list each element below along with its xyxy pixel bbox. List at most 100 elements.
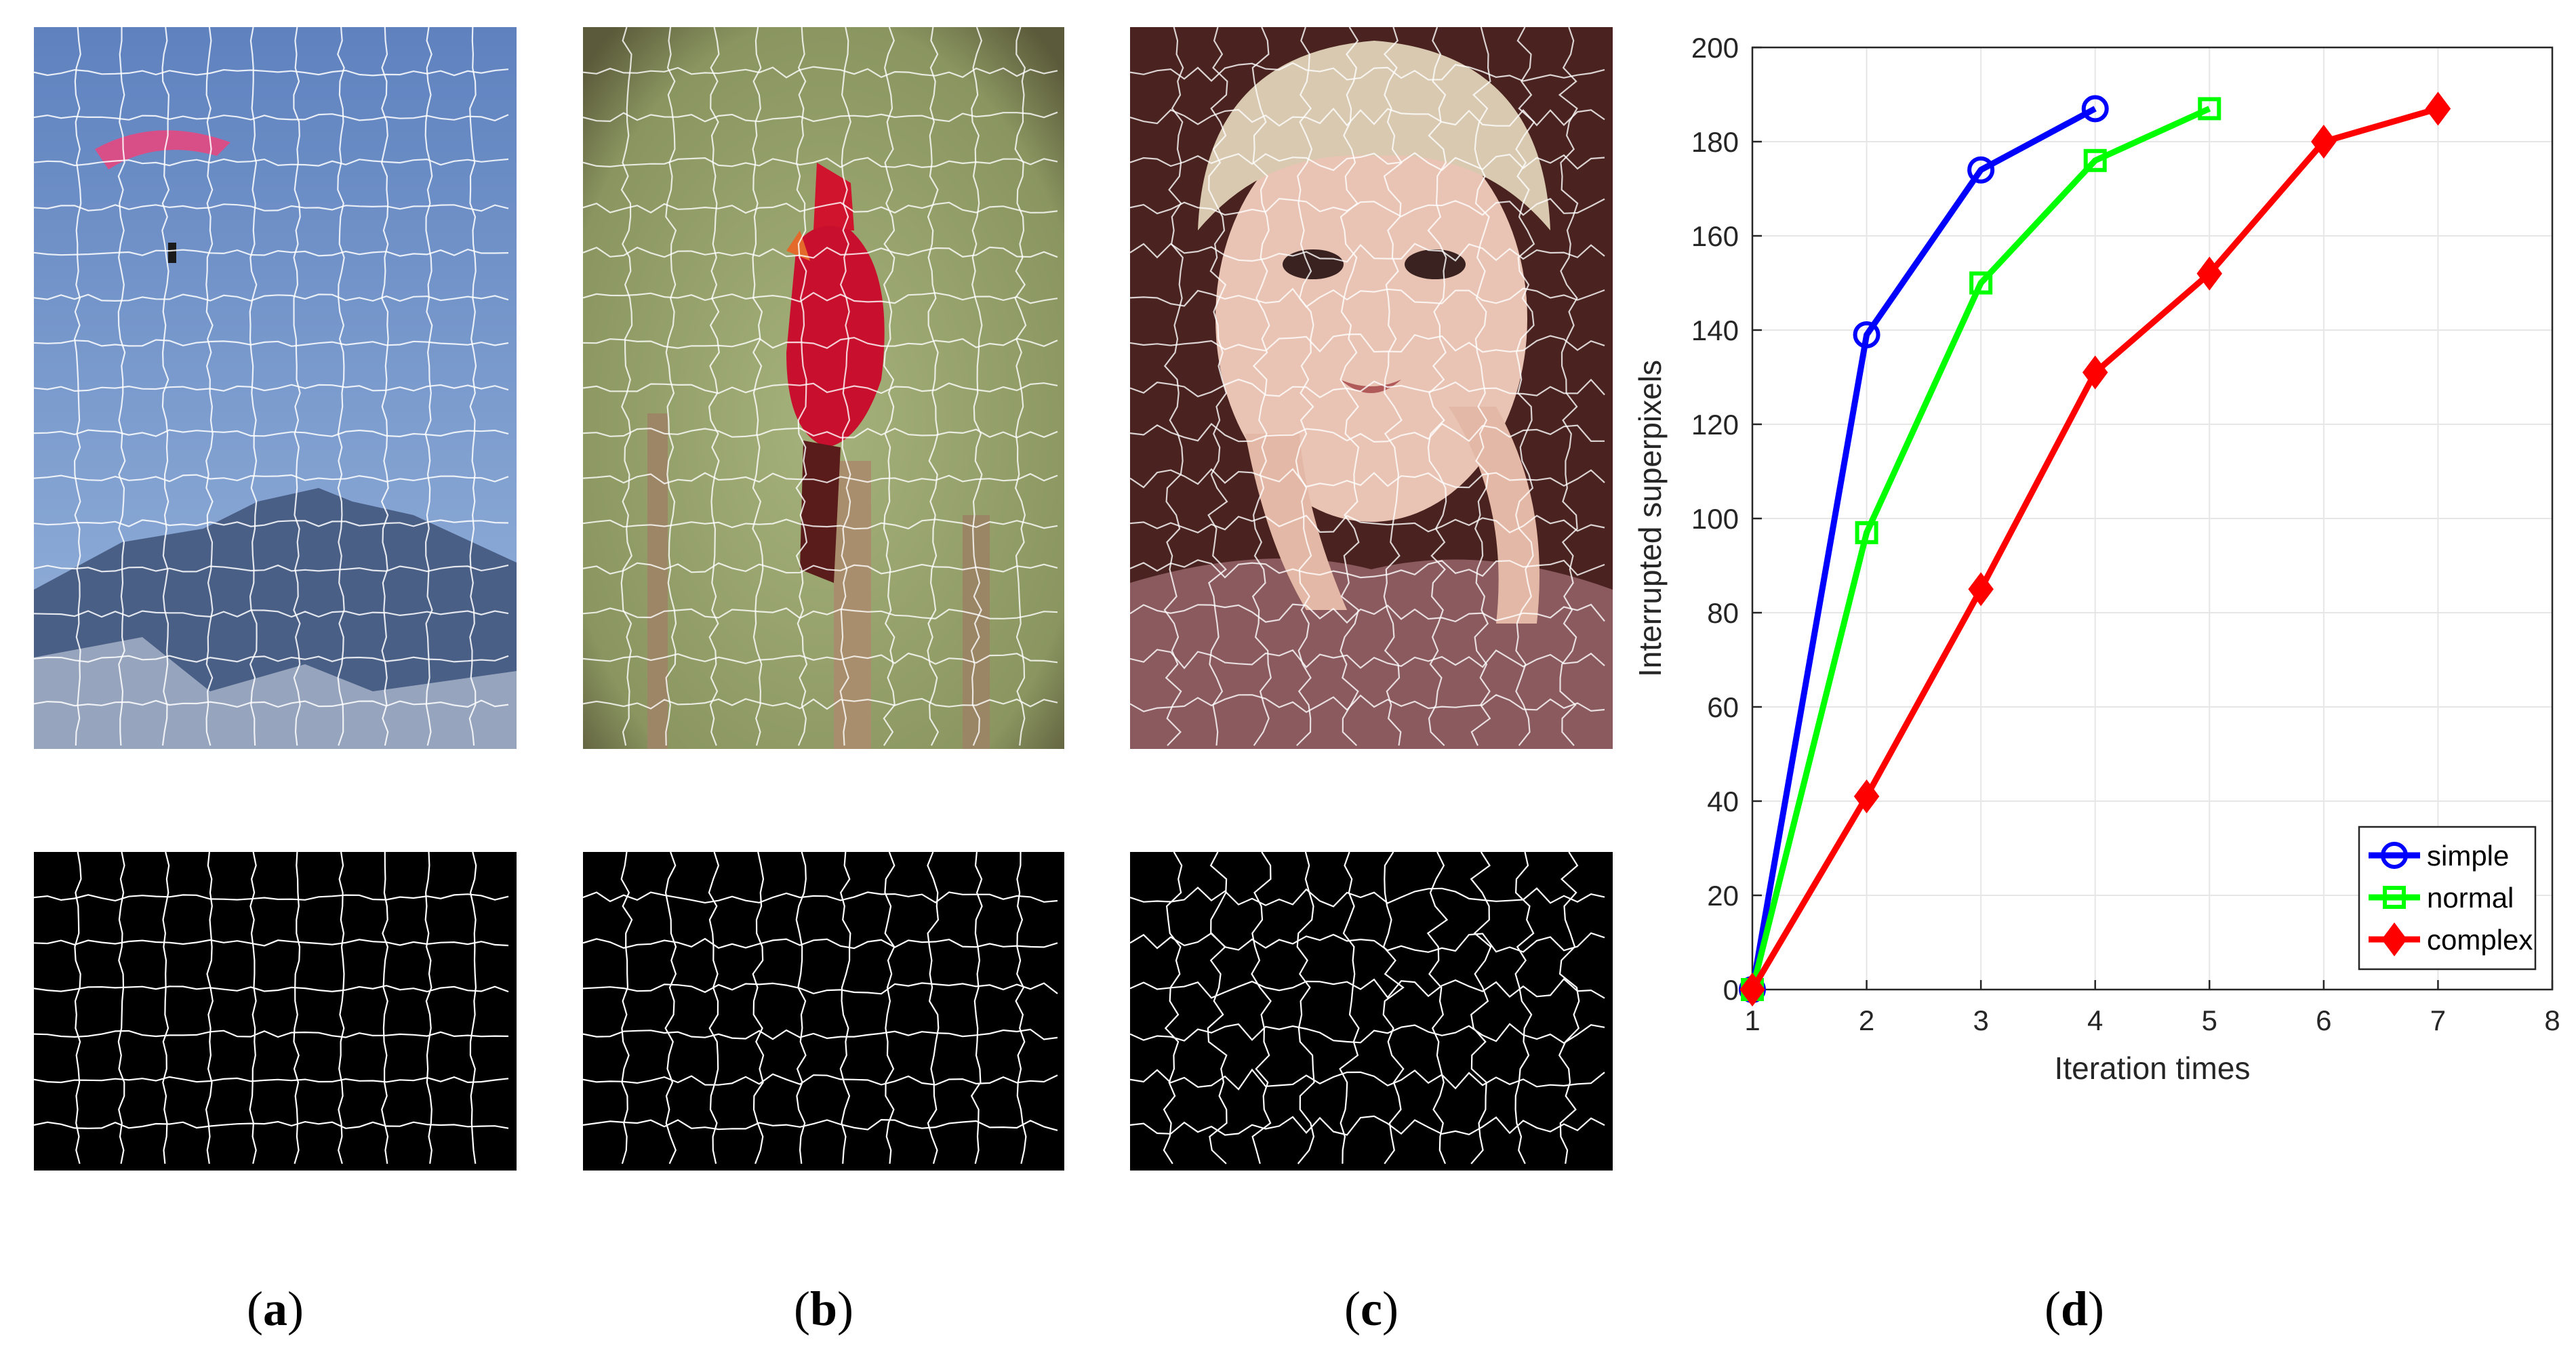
superpixel-boundary [1130,152,1605,171]
y-tick-label: 140 [1691,314,1739,346]
superpixel-boundary [34,1076,509,1084]
superpixel-boundary [1251,27,1272,746]
superpixel-boundary [1558,27,1579,746]
superpixel-boundary [583,1073,1058,1086]
superpixel-boundary [583,607,1058,619]
data-point-complex [1739,973,1765,1006]
legend-item-complex: complex [2369,922,2533,956]
superpixel-boundary [34,1030,509,1038]
y-axis-label: Interrupted superpixels [1632,360,1668,677]
superpixel-boundary [34,939,509,947]
superpixel-boundary [1296,852,1315,1164]
series-simple [1739,95,2109,1003]
superpixel-boundary [424,852,432,1164]
superpixel-boundary [34,293,509,302]
superpixel-boundary [34,248,509,257]
y-tick-label: 0 [1723,974,1739,1006]
y-tick-label: 160 [1691,220,1739,252]
superpixel-boundary [162,852,170,1164]
superpixel-boundary [1130,694,1605,714]
superpixel-boundary [34,384,509,392]
superpixel-boundary [249,852,257,1164]
superpixel-boundary [583,427,1058,439]
superpixel-boundary [1130,932,1605,953]
legend-marker-complex [2381,922,2407,956]
superpixel-boundary [34,564,509,573]
superpixel-boundary [34,158,509,167]
superpixel-boundary [583,201,1058,214]
superpixel-boundary [293,852,301,1164]
superpixel-boundary [927,852,940,1164]
chart-legend: simple normal complex [2358,826,2537,971]
superpixel-boundary [1130,468,1605,489]
legend-label-complex: complex [2427,924,2533,956]
superpixel-boundary [205,852,214,1164]
superpixel-boundary [583,518,1058,530]
superpixel-boundary [1130,243,1605,263]
superpixel-boundary [795,852,807,1164]
superpixel-boundary [620,27,633,746]
superpixel-boundary [1130,603,1605,624]
superpixel-boundary [381,852,389,1164]
data-point-normal [2198,97,2221,121]
superpixel-boundary [970,27,983,746]
superpixel-boundary [583,157,1058,169]
y-tick-label: 120 [1691,409,1739,441]
y-tick-label: 180 [1691,126,1739,158]
legend-item-normal: normal [2369,882,2514,914]
data-point-simple [1853,321,1880,348]
superpixel-boundary [1014,27,1027,746]
superpixel-boundary [884,852,895,1164]
y-axis-ticks: 0 20 40 60 80 100 120 140 160 180 200 [1691,32,1762,1006]
superpixel-boundary [1163,852,1183,1164]
superpixel-boundary [583,472,1058,485]
data-point-normal [2083,148,2107,172]
superpixel-boundary [1015,852,1027,1164]
superpixel-boundary [1514,852,1535,1164]
superpixel-boundary [34,429,509,438]
x-tick-label: 6 [2316,1004,2331,1036]
data-point-normal [1855,521,1878,544]
superpixel-boundary [839,852,851,1164]
series-layer [1739,91,2451,1006]
cardinal-superpixel-image [583,27,1064,749]
superpixel-boundary [117,27,126,746]
superpixel-boundary [1130,649,1605,670]
data-point-complex [2082,355,2108,390]
superpixel-boundary [583,891,1058,904]
data-point-complex [1853,779,1880,814]
superpixel-boundary [34,113,509,122]
superpixel-boundary [970,852,983,1164]
data-point-normal [1969,271,1993,295]
legend-label-normal: normal [2427,882,2514,914]
series-complex [1739,91,2451,1006]
superpixel-boundary [708,27,720,746]
caption-c: (c) [1344,1282,1398,1336]
data-point-simple [2081,95,2109,123]
x-tick-label: 7 [2430,1004,2446,1036]
superpixel-boundary [583,336,1058,349]
data-point-complex [2311,125,2337,159]
superpixel-boundary [117,852,125,1164]
legend-marker-normal [2383,886,2406,909]
legend-marker-simple [2381,842,2408,869]
x-tick-label: 8 [2544,1004,2560,1036]
superpixel-boundary [1207,852,1228,1164]
superpixel-boundary [34,339,509,347]
face-shape [1215,115,1527,522]
bird-body [786,226,885,447]
series-line-normal [1749,106,2211,991]
x-axis-label: Iteration times [2055,1051,2251,1086]
superpixel-boundary [1558,852,1580,1164]
parachute-shape [95,130,230,169]
superpixel-boundary [708,852,720,1164]
x-tick-label: 3 [1973,1004,1988,1036]
superpixel-boundary [1339,852,1360,1164]
superpixel-boundary [1163,27,1184,746]
superpixel-boundary [583,652,1058,665]
superpixel-boundary [752,852,765,1164]
superpixel-boundary [583,291,1058,304]
superpixel-boundary [620,852,633,1164]
superpixel-boundary [1130,887,1605,908]
hat-shape [1198,41,1550,230]
